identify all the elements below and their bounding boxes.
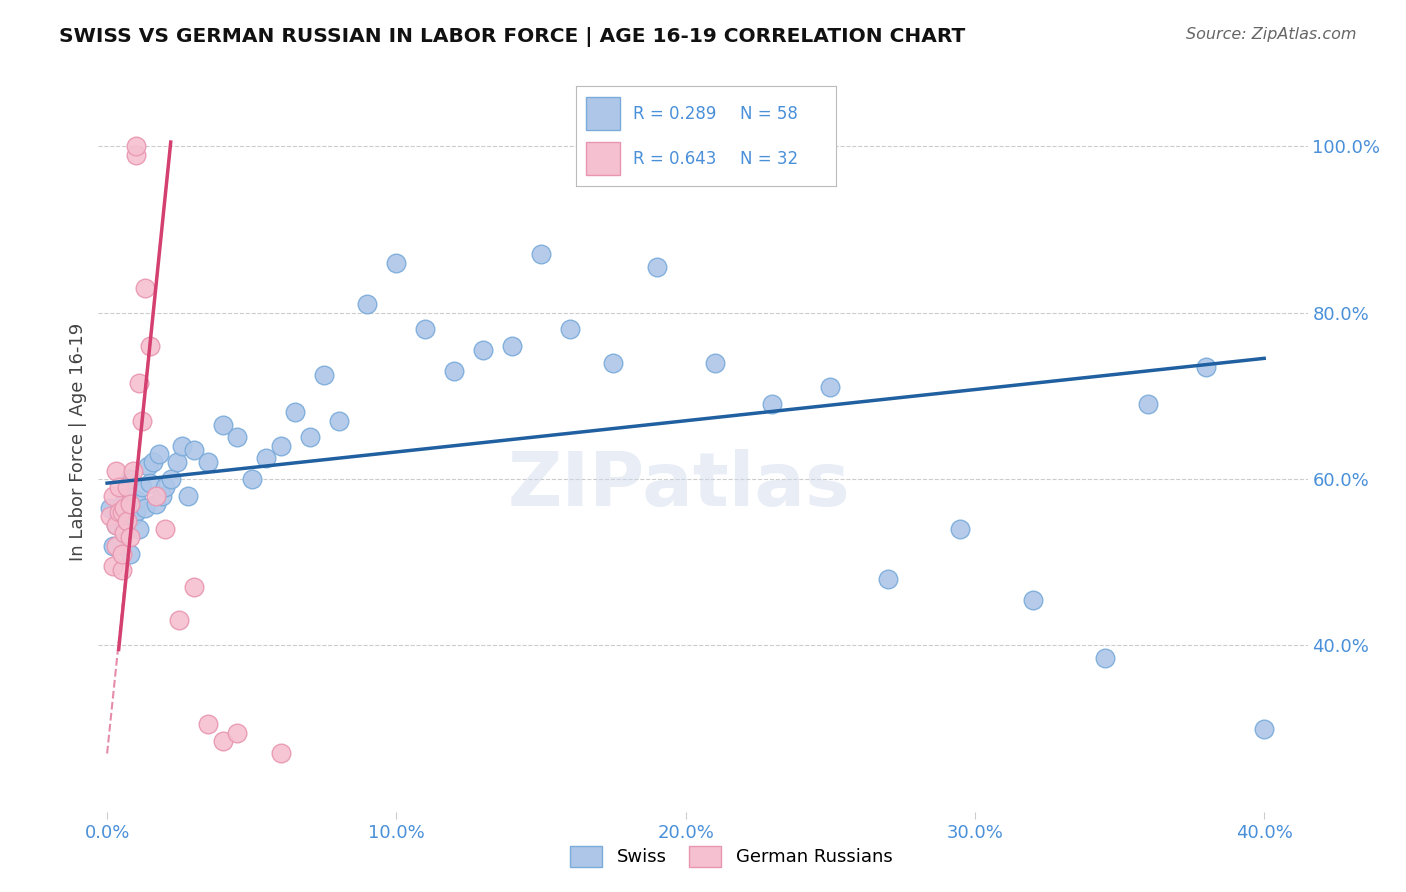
Point xyxy=(530,247,553,261)
Point xyxy=(703,355,725,369)
Legend: Swiss, German Russians: Swiss, German Russians xyxy=(562,838,900,874)
Point xyxy=(1195,359,1218,374)
Point xyxy=(177,489,200,503)
Point xyxy=(114,501,136,516)
Point xyxy=(1137,397,1160,411)
Point xyxy=(159,472,181,486)
Point xyxy=(472,343,495,357)
Point xyxy=(443,364,465,378)
Point xyxy=(128,522,150,536)
Point xyxy=(1022,592,1045,607)
Point xyxy=(134,280,156,294)
Point xyxy=(139,476,162,491)
Point xyxy=(101,539,124,553)
Point xyxy=(877,572,900,586)
Point xyxy=(183,442,205,457)
Point xyxy=(117,489,139,503)
Point xyxy=(385,255,408,269)
Point xyxy=(226,725,249,739)
Point xyxy=(136,459,159,474)
Point xyxy=(328,414,350,428)
Point xyxy=(125,139,148,153)
Point xyxy=(107,480,129,494)
Point xyxy=(254,451,277,466)
Point xyxy=(312,368,335,382)
Point xyxy=(284,405,307,419)
Point xyxy=(153,522,176,536)
Point xyxy=(240,472,263,486)
Point xyxy=(104,517,127,532)
Point xyxy=(153,480,176,494)
Point xyxy=(558,322,581,336)
Point xyxy=(117,514,139,528)
Point xyxy=(172,439,194,453)
Point xyxy=(298,430,321,444)
Point xyxy=(107,505,129,519)
Point xyxy=(820,380,842,394)
Point xyxy=(949,522,972,536)
Point xyxy=(131,414,153,428)
Point xyxy=(169,614,191,628)
Point xyxy=(602,355,624,369)
Point xyxy=(122,464,145,478)
Point xyxy=(211,734,233,748)
Point xyxy=(761,397,783,411)
Text: Source: ZipAtlas.com: Source: ZipAtlas.com xyxy=(1187,27,1357,42)
Point xyxy=(120,530,142,544)
Point xyxy=(197,717,219,731)
Point xyxy=(104,539,127,553)
Point xyxy=(645,260,668,274)
Point xyxy=(145,497,167,511)
Point xyxy=(120,472,142,486)
Point xyxy=(413,322,436,336)
Point xyxy=(107,509,129,524)
Point xyxy=(211,417,233,432)
Point xyxy=(110,505,132,519)
Point xyxy=(145,489,167,503)
Point xyxy=(120,547,142,561)
Point xyxy=(356,297,378,311)
Point xyxy=(142,455,165,469)
Point xyxy=(134,501,156,516)
Text: ZIPatlas: ZIPatlas xyxy=(508,450,851,523)
Point xyxy=(1253,722,1275,736)
Point xyxy=(125,492,148,507)
Point xyxy=(122,509,145,524)
Point xyxy=(98,509,121,524)
Point xyxy=(120,497,142,511)
Point xyxy=(101,489,124,503)
Point xyxy=(131,480,153,494)
Point xyxy=(117,480,139,494)
Point xyxy=(1094,650,1116,665)
Point xyxy=(128,376,150,391)
Point xyxy=(98,501,121,516)
Point xyxy=(110,564,132,578)
Point xyxy=(125,147,148,161)
Point xyxy=(501,339,523,353)
Point xyxy=(114,505,136,519)
Point xyxy=(104,464,127,478)
Point xyxy=(270,747,292,761)
Point xyxy=(114,522,136,536)
Point xyxy=(270,439,292,453)
Point xyxy=(226,430,249,444)
Point xyxy=(139,339,162,353)
Point xyxy=(104,517,127,532)
Point xyxy=(150,489,173,503)
Point xyxy=(197,455,219,469)
Point xyxy=(114,526,136,541)
Text: SWISS VS GERMAN RUSSIAN IN LABOR FORCE | AGE 16-19 CORRELATION CHART: SWISS VS GERMAN RUSSIAN IN LABOR FORCE |… xyxy=(59,27,966,46)
Point xyxy=(101,559,124,574)
Point xyxy=(183,580,205,594)
Point xyxy=(110,547,132,561)
Point xyxy=(110,497,132,511)
Y-axis label: In Labor Force | Age 16-19: In Labor Force | Age 16-19 xyxy=(69,322,87,561)
Point xyxy=(166,455,188,469)
Point xyxy=(125,505,148,519)
Point xyxy=(148,447,170,461)
